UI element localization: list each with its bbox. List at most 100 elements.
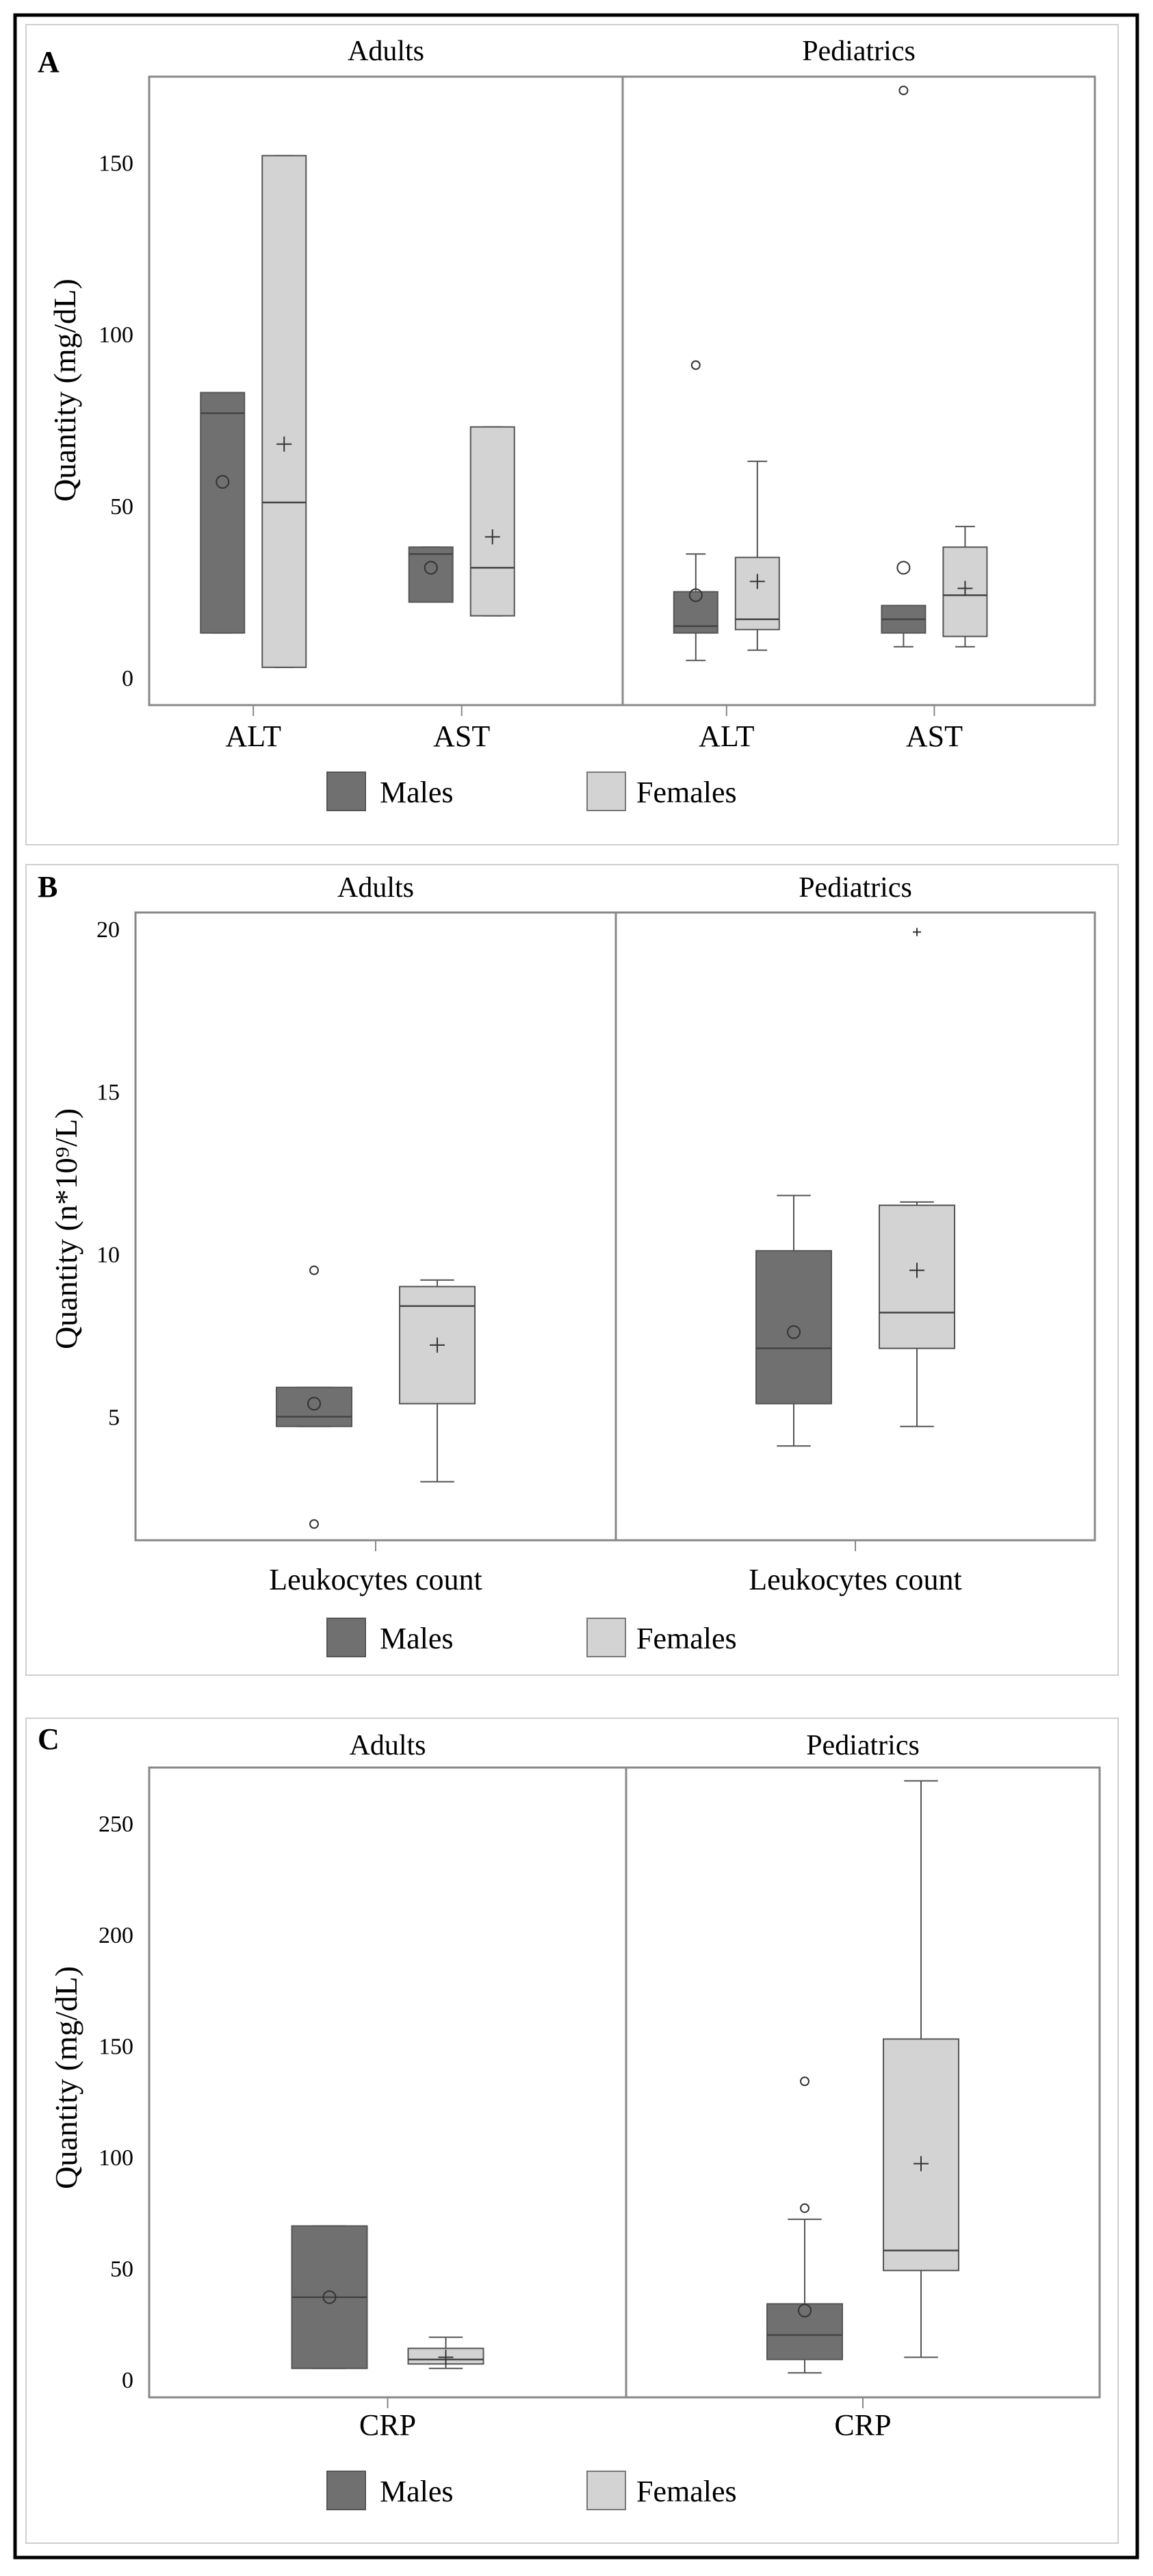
y-tick-label: 20 (96, 917, 120, 943)
box-females (734, 460, 780, 651)
y-tick-label: 0 (122, 2368, 133, 2393)
mean-marker (688, 588, 703, 602)
box-females (399, 1279, 476, 1483)
legend-label-males: Males (380, 1622, 454, 1655)
box-males (673, 360, 718, 661)
iqr-box (261, 155, 307, 668)
legend-label-females: Females (636, 776, 737, 809)
panel-a: A Quantity (mg/dL) 0 50 100 150 Adults ALT AST Pe… (25, 24, 1119, 845)
iqr-box (408, 546, 454, 603)
y-tick-label: 15 (96, 1080, 120, 1105)
box-females (469, 426, 515, 617)
legend-label-females: Females (636, 1622, 737, 1655)
legend: Males Females (326, 771, 737, 811)
iqr-box (942, 546, 988, 637)
facet-title: Pediatrics (802, 36, 916, 67)
panel-letter: B (38, 870, 57, 904)
box-males (276, 1265, 352, 1529)
facet-title: Pediatrics (806, 1730, 920, 1761)
y-axis-label: Quantity (mg/dL) (47, 279, 82, 502)
x-category-label: ALT (225, 719, 281, 753)
x-category-label: AST (906, 719, 963, 753)
legend-label-males: Males (380, 776, 454, 809)
box-females (942, 526, 988, 648)
box-females (879, 928, 955, 1427)
iqr-box (755, 1250, 832, 1405)
outlier-point (690, 360, 701, 370)
panel-frame (25, 1718, 1119, 2544)
facet-title: Adults (348, 36, 424, 67)
panel-frame (25, 24, 1119, 845)
mean-marker (430, 1337, 445, 1353)
box-males (766, 2076, 843, 2374)
x-category-label: Leukocytes count (269, 1563, 482, 1596)
panel-b: B Quantity (n*10⁹/L) 5 10 15 20 Adults Leukocyt… (25, 864, 1119, 1676)
legend-swatch-males (326, 1618, 366, 1657)
outlier-point (800, 2076, 809, 2087)
y-tick-label: 200 (99, 1923, 133, 1948)
mean-marker (216, 474, 230, 489)
iqr-box (276, 1386, 352, 1427)
iqr-box (469, 426, 515, 617)
box-males (291, 2225, 368, 2369)
y-tick-label: 100 (99, 2145, 133, 2171)
y-tick-label: 0 (122, 666, 133, 691)
y-tick-label: 250 (99, 1811, 133, 1837)
y-tick-label: 100 (99, 322, 133, 348)
panel-letter: A (38, 45, 60, 79)
box-males (200, 392, 246, 634)
y-tick-label: 150 (99, 2034, 133, 2059)
outlier-point (800, 2203, 809, 2213)
mean-marker (749, 574, 765, 589)
facet-title: Adults (349, 1730, 426, 1761)
box-males (881, 86, 927, 648)
y-tick-label: 50 (110, 2256, 133, 2282)
box-males (408, 546, 454, 603)
box-females (883, 1780, 959, 2358)
y-tick-label: 5 (108, 1405, 120, 1430)
mean-marker (307, 1397, 321, 1411)
legend-swatch-females (586, 1618, 626, 1657)
mean-marker (787, 1325, 801, 1339)
facet-title: Adults (337, 872, 414, 904)
x-category-label: CRP (359, 2408, 416, 2442)
mean-marker (896, 561, 911, 575)
panel-c: C Quantity (mg/dL) 0 50 100 150 200 250 Adults CR… (25, 1718, 1119, 2544)
mean-marker (909, 1262, 924, 1278)
box-males (755, 1195, 832, 1447)
box-females (407, 2336, 484, 2369)
mean-marker (914, 2156, 929, 2171)
outlier-point (898, 86, 909, 96)
outlier-point (913, 928, 921, 936)
legend-swatch-females (586, 771, 626, 811)
facet-title: Pediatrics (799, 872, 912, 904)
y-axis-label: Quantity (mg/dL) (49, 1966, 83, 2189)
mean-marker (484, 529, 500, 545)
box-females (261, 155, 307, 668)
legend-label-females: Females (636, 2475, 737, 2508)
x-category-label: CRP (834, 2408, 891, 2442)
mean-marker (424, 561, 438, 575)
y-tick-label: 150 (99, 151, 133, 176)
iqr-box (883, 2038, 959, 2271)
x-category-label: AST (433, 719, 490, 753)
iqr-box (200, 392, 246, 634)
legend-swatch-males (326, 771, 366, 811)
iqr-box (766, 2303, 843, 2360)
mean-marker (798, 2304, 812, 2318)
facet-frame (621, 75, 1096, 706)
legend-swatch-males (326, 2471, 366, 2510)
outer-border (13, 13, 1139, 2560)
legend-label-males: Males (380, 2475, 454, 2508)
y-axis-label: Quantity (n*10⁹/L) (49, 1108, 83, 1349)
mean-marker (276, 436, 292, 452)
y-tick-label: 10 (96, 1242, 120, 1268)
x-category-label: Leukocytes count (749, 1563, 962, 1596)
outlier-point (309, 1519, 319, 1529)
legend: Males Females (326, 2471, 737, 2510)
y-tick-label: 50 (110, 494, 133, 520)
mean-marker (322, 2290, 337, 2304)
